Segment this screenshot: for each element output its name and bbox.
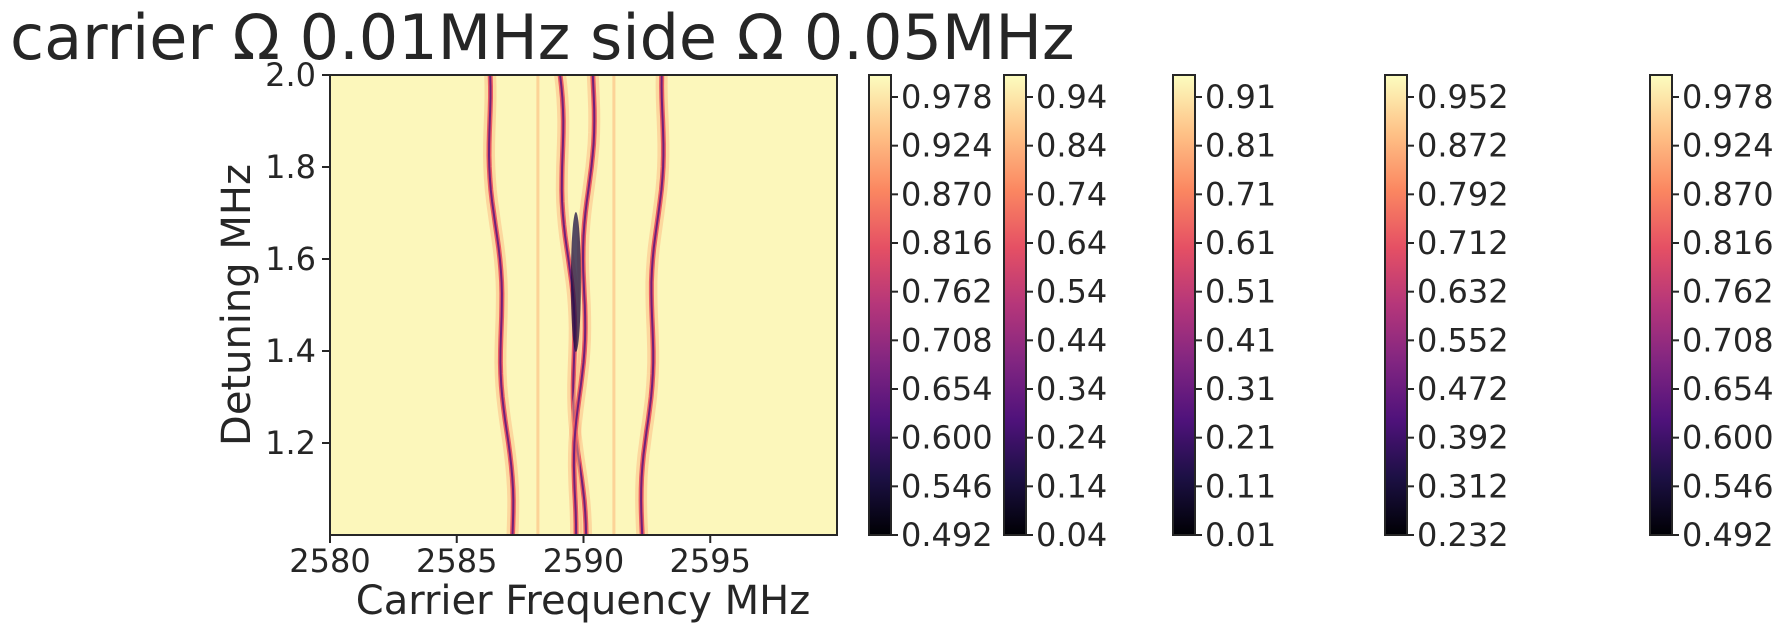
colorbar: 0.952 0.872 0.792 0.712 0.632 0.552 0.472 0.392… <box>1384 74 1509 554</box>
colorbar-tick-label: 0.816 <box>1682 224 1774 262</box>
colorbar-tick-label: 0.632 <box>1417 273 1509 311</box>
y-tick-label: 1.8 <box>265 148 316 186</box>
colorbar-tick-label: 0.34 <box>1036 370 1107 408</box>
colorbar-frame <box>1649 74 1673 536</box>
colorbar-tick-label: 0.21 <box>1205 419 1276 457</box>
colorbar-tick-label: 0.61 <box>1205 224 1276 262</box>
colorbar-tick-label: 0.51 <box>1205 273 1276 311</box>
colorbar-tick-label: 0.91 <box>1205 78 1276 116</box>
colorbar-tick-label: 0.11 <box>1205 467 1276 505</box>
colorbar: 0.978 0.924 0.870 0.816 0.762 0.708 0.654 0.600… <box>868 74 993 554</box>
colorbar-tick-label: 0.54 <box>1036 273 1107 311</box>
colorbar-gradient <box>1004 75 1026 535</box>
colorbar-tick-label: 0.792 <box>1417 175 1509 213</box>
colorbar-tick-label: 0.708 <box>1682 321 1774 359</box>
heatmap-dip-line <box>635 75 670 535</box>
colorbar-tick-label: 0.44 <box>1036 321 1107 359</box>
colorbar-tick-label: 0.546 <box>1682 467 1774 505</box>
colorbar-tick-label: 0.600 <box>1682 419 1774 457</box>
colorbar-tick-label: 0.600 <box>901 419 993 457</box>
colorbar: 0.91 0.81 0.71 0.61 0.51 0.41 0.31 0.21 0.11 0.01 <box>1172 74 1276 554</box>
colorbar-tick-label: 0.492 <box>1682 516 1774 554</box>
colorbar-tick-label: 0.870 <box>901 175 993 213</box>
colorbar-tick-label: 0.870 <box>1682 175 1774 213</box>
colorbar-frame <box>868 74 892 536</box>
colorbar-frame <box>1172 74 1196 536</box>
colorbar-tick-label: 0.924 <box>1682 127 1774 165</box>
colorbar-tick-label: 0.552 <box>1417 321 1509 359</box>
heatmap-dark-crossing <box>570 212 581 352</box>
x-tick-label: 2585 <box>416 542 497 580</box>
colorbar-tick-label: 0.04 <box>1036 516 1107 554</box>
x-tick-label: 2580 <box>289 542 370 580</box>
colorbar-frame <box>1003 74 1027 536</box>
heatmap-plot <box>329 74 838 536</box>
colorbar-tick-label: 0.392 <box>1417 419 1509 457</box>
colorbar-tick-label: 0.31 <box>1205 370 1276 408</box>
colorbar-tick-label: 0.94 <box>1036 78 1107 116</box>
colorbar-tick-label: 0.14 <box>1036 467 1107 505</box>
y-tick-label: 1.4 <box>265 332 316 370</box>
colorbar-tick-label: 0.762 <box>901 273 993 311</box>
colorbar-tick-label: 0.654 <box>1682 370 1774 408</box>
colorbar-gradient <box>1385 75 1407 535</box>
colorbar-gradient <box>1650 75 1672 535</box>
colorbar-tick-label: 0.978 <box>901 78 993 116</box>
colorbar-tick-label: 0.546 <box>901 467 993 505</box>
y-tick-label: 2.0 <box>265 56 316 94</box>
colorbar-tick-label: 0.312 <box>1417 467 1509 505</box>
colorbar-tick-label: 0.654 <box>901 370 993 408</box>
colorbar-tick-label: 0.762 <box>1682 273 1774 311</box>
colorbar-tick-label: 0.64 <box>1036 224 1107 262</box>
colorbar-tick-label: 0.708 <box>901 321 993 359</box>
chart-title: carrier Ω 0.01MHz side Ω 0.05MHz <box>10 1 1075 74</box>
colorbar-tick-label: 0.492 <box>901 516 993 554</box>
heatmap-dip-line <box>483 75 520 535</box>
colorbar-tick-label: 0.978 <box>1682 78 1774 116</box>
colorbar-tick-label: 0.924 <box>901 127 993 165</box>
colorbar-tick-label: 0.24 <box>1036 419 1107 457</box>
y-tick-label: 1.6 <box>265 240 316 278</box>
x-tick-label: 2595 <box>670 542 751 580</box>
colorbar-tick-label: 0.872 <box>1417 127 1509 165</box>
colorbar-tick-label: 0.232 <box>1417 516 1509 554</box>
heatmap-dip-line <box>567 75 601 535</box>
colorbar-frame <box>1384 74 1408 536</box>
x-axis-label: Carrier Frequency MHz <box>356 578 810 624</box>
y-axis-label: Detuning MHz <box>214 164 260 446</box>
colorbar-gradient <box>1173 75 1195 535</box>
colorbar-tick-label: 0.41 <box>1205 321 1276 359</box>
x-tick-label: 2590 <box>543 542 624 580</box>
colorbar: 0.978 0.924 0.870 0.816 0.762 0.708 0.654 0.600… <box>1649 74 1774 554</box>
colorbar-tick-label: 0.74 <box>1036 175 1107 213</box>
colorbar-tick-label: 0.952 <box>1417 78 1509 116</box>
y-tick-label: 1.2 <box>265 424 316 462</box>
colorbar-tick-label: 0.816 <box>901 224 993 262</box>
colorbar-gradient <box>869 75 891 535</box>
colorbar-tick-label: 0.01 <box>1205 516 1276 554</box>
colorbar-tick-label: 0.472 <box>1417 370 1509 408</box>
colorbar: 0.94 0.84 0.74 0.64 0.54 0.44 0.34 0.24 0.14 0.04 <box>1003 74 1107 554</box>
colorbar-tick-label: 0.712 <box>1417 224 1509 262</box>
colorbar-tick-label: 0.84 <box>1036 127 1107 165</box>
colorbar-tick-label: 0.71 <box>1205 175 1276 213</box>
colorbar-tick-label: 0.81 <box>1205 127 1276 165</box>
